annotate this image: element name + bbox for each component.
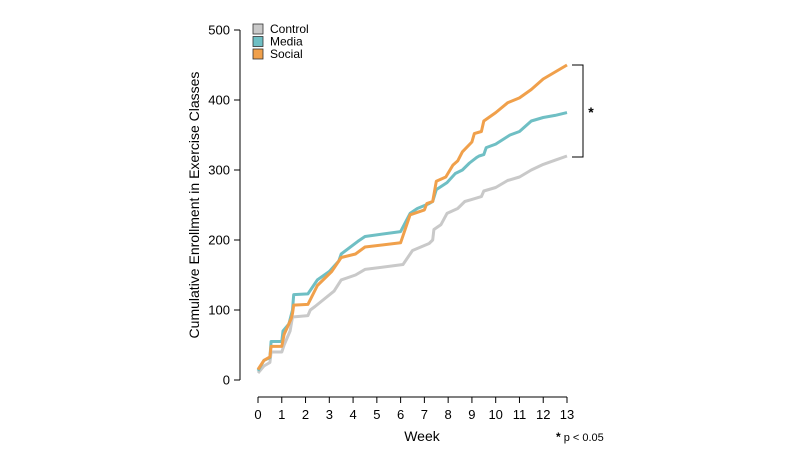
x-tick-label: 5: [373, 407, 380, 422]
significance-note-text: p < 0.05: [561, 432, 604, 444]
x-tick-label: 7: [421, 407, 428, 422]
legend-swatch-control: [252, 23, 264, 35]
significance-note: * p < 0.05: [556, 430, 604, 444]
significance-star: *: [588, 104, 594, 120]
x-tick-label: 4: [349, 407, 356, 422]
y-tick-label: 300: [208, 163, 230, 178]
x-tick-label: 0: [254, 407, 261, 422]
x-tick-label: 8: [445, 407, 452, 422]
y-tick-label: 500: [208, 23, 230, 38]
y-tick-label: 100: [208, 303, 230, 318]
y-tick-label: 400: [208, 93, 230, 108]
x-tick-label: 3: [326, 407, 333, 422]
x-axis-title: Week: [404, 428, 441, 444]
x-tick-label: 9: [468, 407, 475, 422]
y-axis-ticks: 0 100 200 300 400 500: [208, 23, 240, 388]
legend-swatch-social: [252, 48, 264, 60]
legend-swatch-media: [252, 36, 264, 47]
x-axis-ticks: 0 1 2 3 4 5 6 7 8 9 10 11 12 13: [254, 397, 574, 422]
legend-label-media: Media: [270, 35, 303, 49]
y-tick-label: 0: [223, 373, 230, 388]
series-line-media: [256, 111, 568, 372]
x-tick-label: 1: [278, 407, 285, 422]
x-tick-label: 12: [536, 407, 550, 422]
series-lines: [256, 63, 568, 374]
series-line-social: [256, 63, 568, 371]
x-tick-label: 2: [302, 407, 309, 422]
y-axis-title: Cumulative Enrollment in Exercise Classe…: [186, 72, 202, 339]
y-tick-label: 200: [208, 233, 230, 248]
legend-label-control: Control: [270, 22, 309, 36]
x-tick-label: 6: [397, 407, 404, 422]
series-line-control: [256, 154, 568, 374]
significance-bracket: [572, 64, 584, 158]
x-tick-label: 10: [488, 407, 502, 422]
legend-label-social: Social: [270, 47, 303, 61]
x-tick-label: 11: [513, 407, 527, 422]
significance-note-mark: *: [556, 430, 561, 444]
x-tick-label: 13: [560, 407, 574, 422]
